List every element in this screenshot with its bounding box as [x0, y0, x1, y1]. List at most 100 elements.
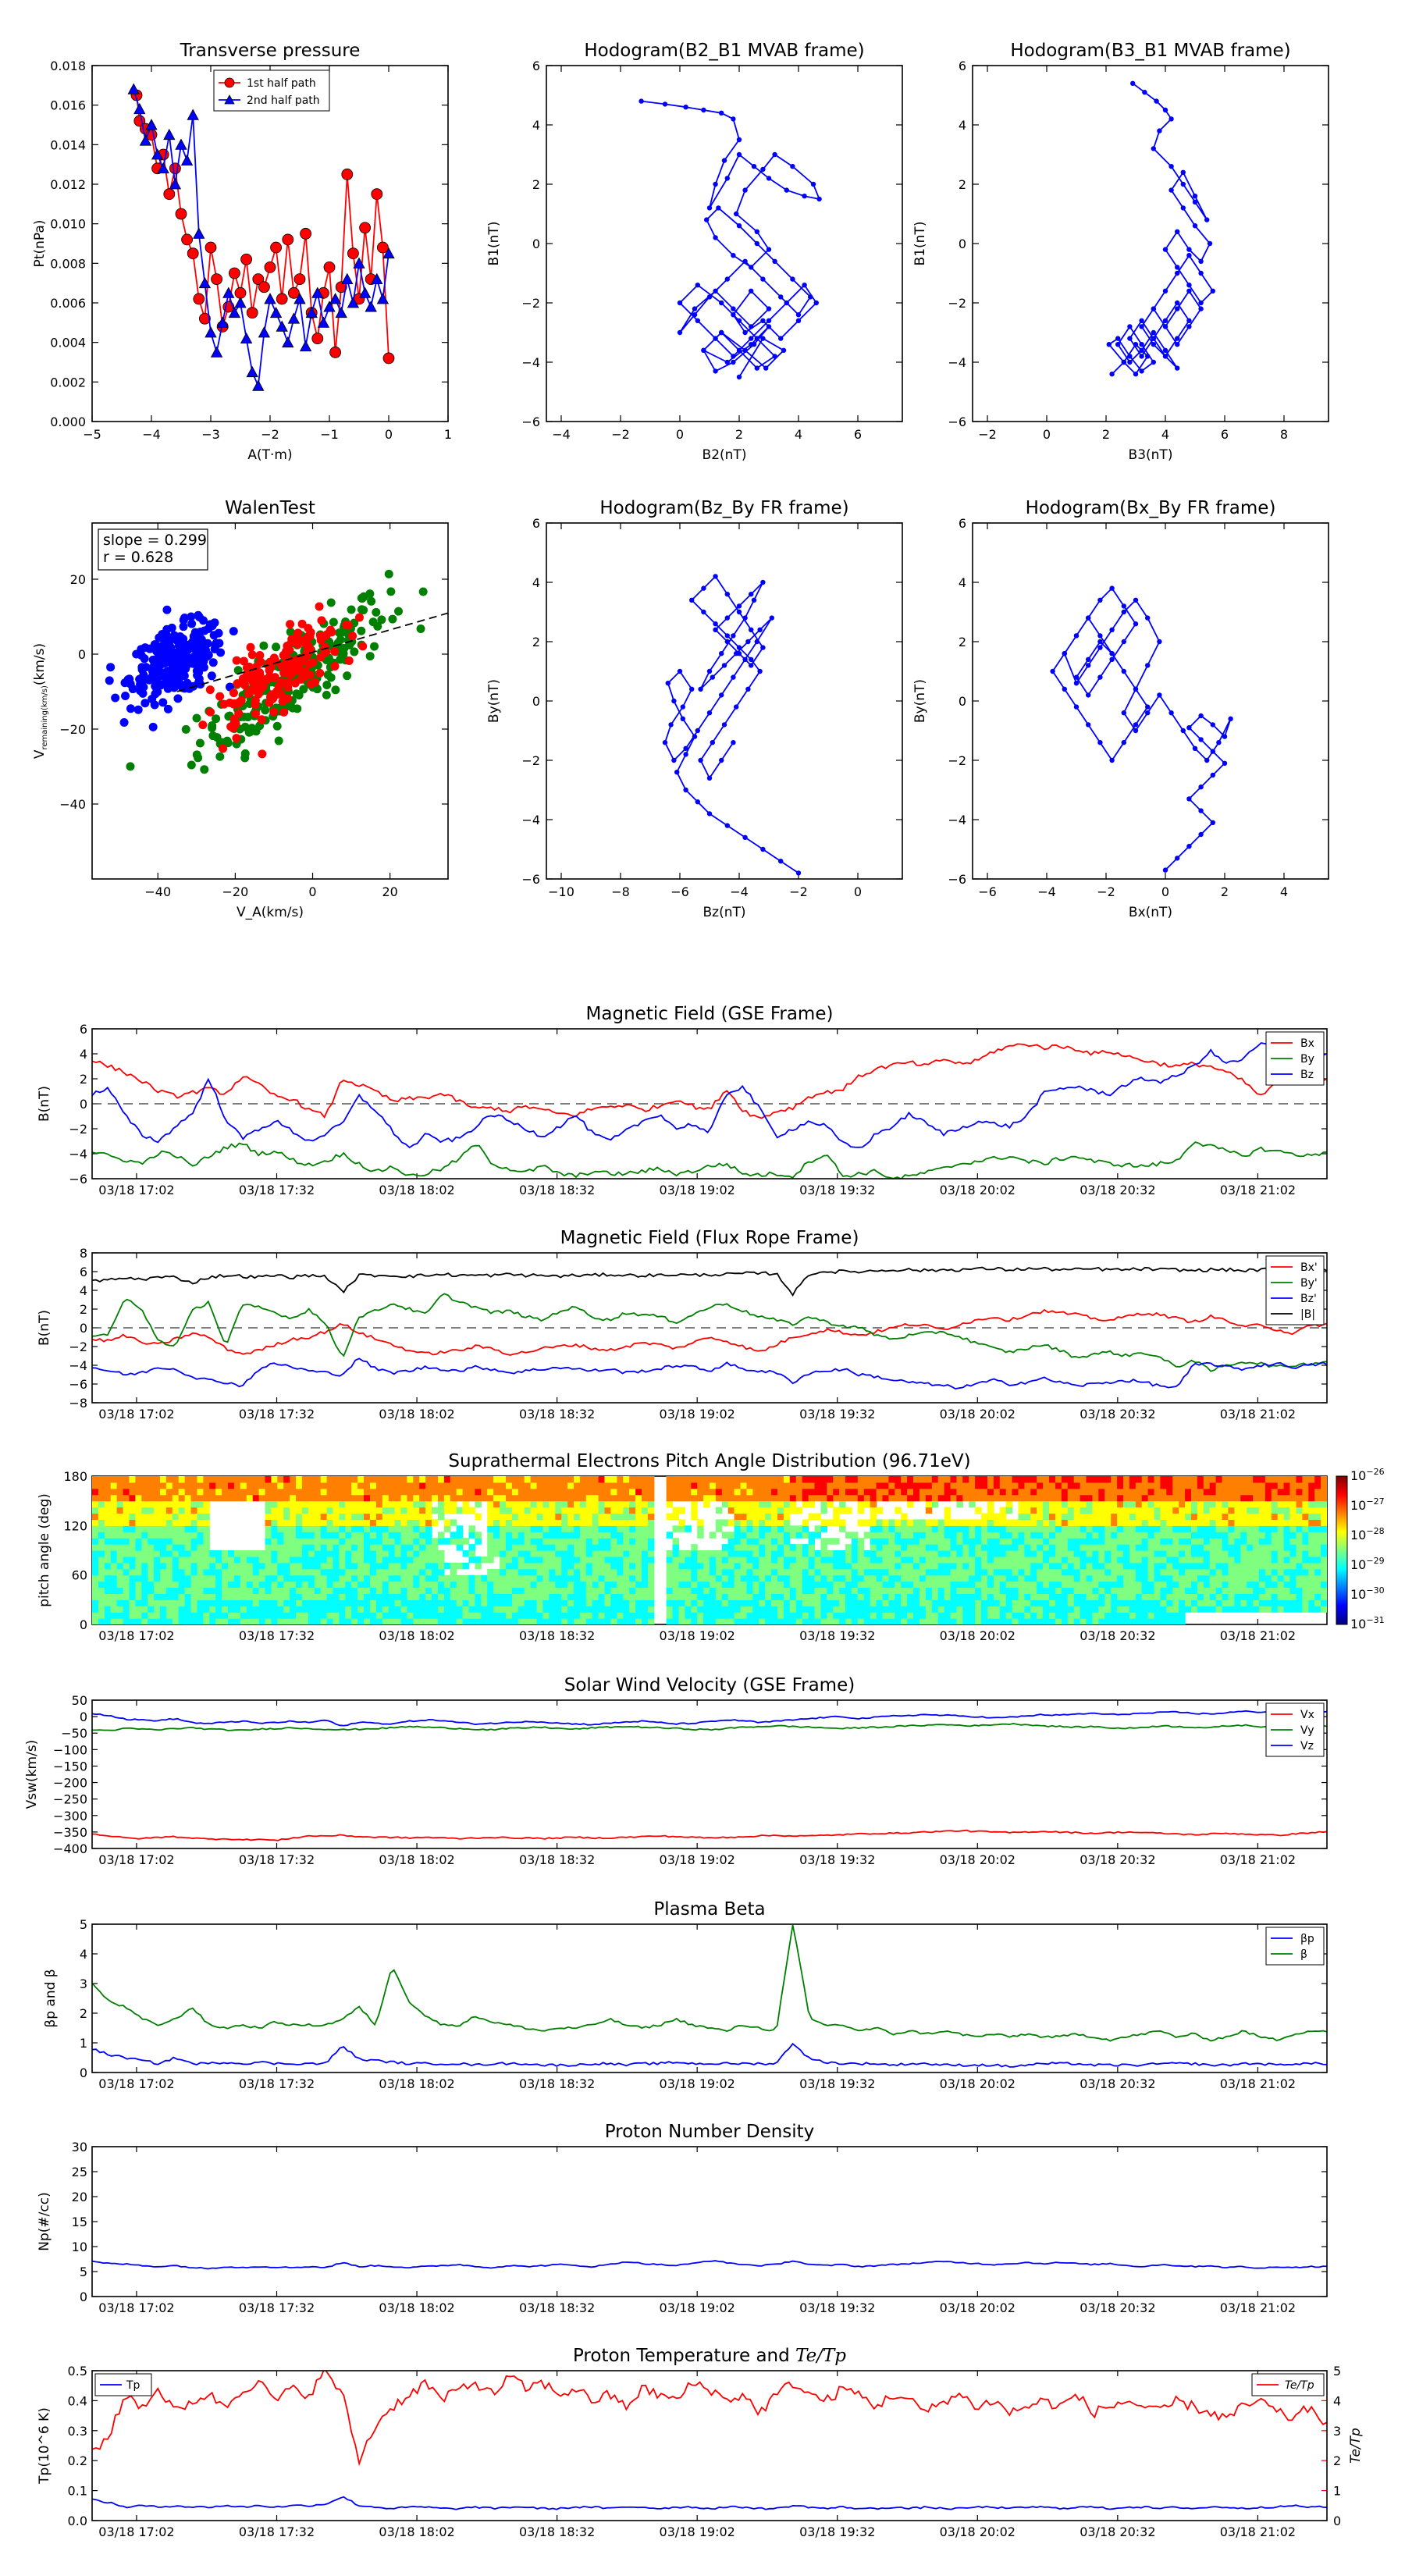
pad-cell — [252, 1581, 260, 1589]
pad-cell — [92, 1476, 99, 1483]
pad-cell — [542, 1507, 550, 1514]
pad-cell — [203, 1532, 210, 1539]
pad-cell — [802, 1532, 809, 1539]
walen-point — [173, 694, 183, 703]
pad-cell — [777, 1599, 784, 1606]
pad-cell — [222, 1562, 229, 1570]
pad-cell — [981, 1562, 988, 1570]
pad-cell — [432, 1494, 439, 1502]
pad-cell — [258, 1556, 266, 1564]
h2-point — [1151, 359, 1157, 365]
pad-cell — [833, 1550, 840, 1557]
walen-ylabel-main: V — [32, 749, 48, 759]
h1-ytick-label: 6 — [532, 59, 540, 73]
pt-point — [246, 307, 258, 319]
pad-cell — [691, 1606, 698, 1613]
pad-cell — [598, 1593, 606, 1600]
pad-cell — [462, 1500, 470, 1508]
pad-cell — [357, 1599, 365, 1606]
pad-cell — [339, 1544, 346, 1551]
pad-cell — [981, 1494, 988, 1502]
pad-cell — [178, 1568, 186, 1576]
pad-cell — [382, 1532, 389, 1539]
pad-cell — [987, 1587, 994, 1594]
pad-cell — [438, 1606, 445, 1613]
pad-cell — [481, 1581, 488, 1589]
pad-cell — [197, 1606, 204, 1613]
pad-cell — [172, 1550, 180, 1557]
pad-cell — [160, 1513, 167, 1520]
tp-xtick-label: 03/18 17:02 — [98, 2524, 174, 2539]
pad-cell — [364, 1550, 371, 1557]
h1-point — [736, 137, 742, 143]
pad-cell — [795, 1581, 803, 1589]
pad-cell — [981, 1550, 988, 1557]
pad-cell — [197, 1581, 204, 1589]
pad-cell — [511, 1544, 519, 1551]
pad-cell — [419, 1538, 426, 1545]
pad-cell — [345, 1525, 352, 1532]
pad-cell — [925, 1581, 933, 1589]
pt-point — [300, 227, 312, 240]
pad-cell — [333, 1538, 340, 1545]
pad-cell — [536, 1488, 543, 1496]
walen-point — [344, 656, 354, 665]
pad-cell — [116, 1482, 124, 1489]
pad-cell — [610, 1538, 617, 1545]
pad-cell — [672, 1606, 679, 1613]
pt-point — [269, 306, 283, 318]
pad-cell — [536, 1618, 543, 1624]
pad-cell — [165, 1581, 173, 1589]
pad-cell — [567, 1544, 574, 1551]
pad-cell — [561, 1482, 568, 1489]
pad-cell — [425, 1612, 432, 1619]
pad-cell — [116, 1525, 124, 1532]
pad-cell — [240, 1562, 247, 1570]
pt-point — [359, 222, 372, 234]
pad-xtick-label: 03/18 19:02 — [660, 1628, 735, 1643]
pad-cell — [462, 1606, 470, 1613]
pad-cell — [432, 1519, 439, 1526]
pad-cell — [771, 1488, 778, 1496]
vsw-title: Solar Wind Velocity (GSE Frame) — [564, 1675, 855, 1695]
pad-cell — [438, 1612, 445, 1619]
pt-point — [216, 316, 229, 328]
pad-cell — [104, 1488, 112, 1496]
h3-point — [760, 846, 766, 852]
pad-cell — [394, 1581, 402, 1589]
pad-cell — [326, 1507, 334, 1514]
pad-cell — [629, 1488, 636, 1496]
pad-cell — [981, 1519, 988, 1526]
pad-cell — [320, 1550, 328, 1557]
pad-cell — [314, 1599, 322, 1606]
pad-cell — [506, 1574, 513, 1582]
pad-cell — [190, 1544, 198, 1551]
pad-cell — [617, 1550, 624, 1557]
vsw-xtick-label: 03/18 18:02 — [379, 1852, 454, 1867]
mag_fr-ytick-label: −4 — [69, 1358, 87, 1373]
h1-point — [766, 247, 772, 252]
tp-ytick2-label: 2 — [1333, 2453, 1341, 2468]
pad-cell — [585, 1544, 593, 1551]
h1-xtick-label: 4 — [795, 427, 802, 442]
pad-cell — [487, 1488, 494, 1496]
pad-cell — [184, 1618, 192, 1624]
pad-cell — [808, 1488, 816, 1496]
pad-cell — [246, 1476, 254, 1483]
pad-cell — [561, 1593, 568, 1600]
pad-cell — [382, 1519, 389, 1526]
pad-cell — [333, 1599, 340, 1606]
mag_gse-xtick-label: 03/18 20:02 — [940, 1183, 1016, 1197]
pad-cell — [172, 1556, 180, 1564]
walen-point — [279, 668, 289, 678]
pad-cell — [814, 1599, 821, 1606]
h1-ytick-label: 0 — [532, 237, 540, 251]
pad-cell — [727, 1574, 735, 1582]
pad-cell — [493, 1587, 500, 1594]
pad-cell — [740, 1500, 748, 1508]
pad-cell — [944, 1599, 951, 1606]
pad-cell — [184, 1494, 192, 1502]
pad-cell — [98, 1568, 105, 1576]
pad-cell — [759, 1544, 766, 1551]
pad-cell — [524, 1606, 532, 1613]
